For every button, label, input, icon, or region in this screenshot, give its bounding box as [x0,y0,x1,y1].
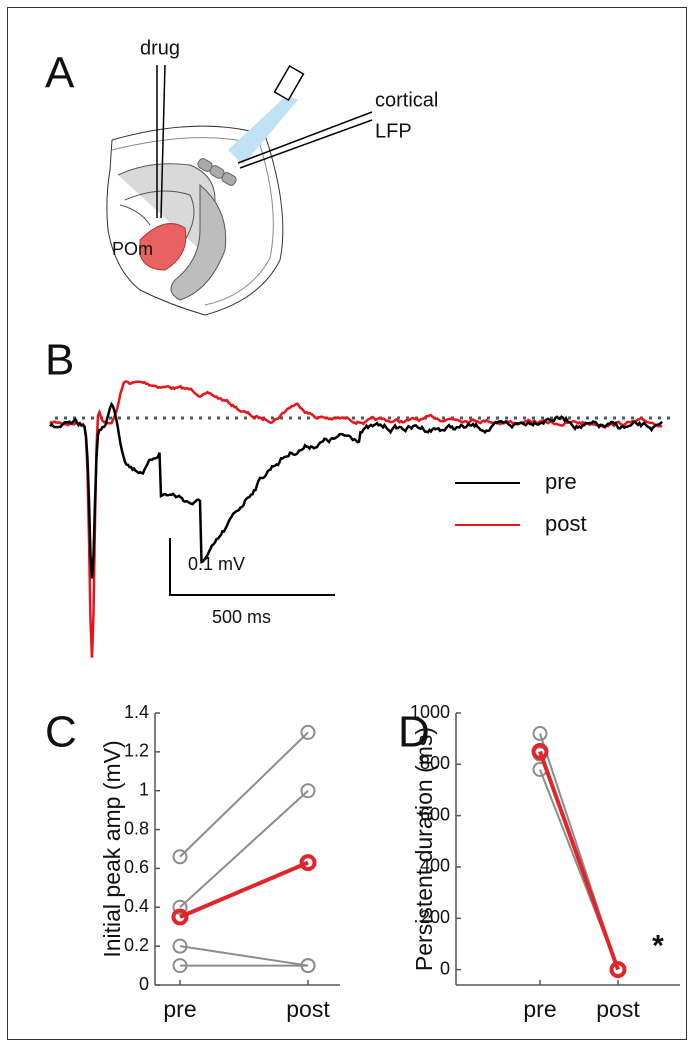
data-point [299,854,317,872]
panel-label: B [45,336,74,385]
y-tick-label: 0.4 [124,896,149,916]
data-point [172,899,188,915]
y-tick-label: 1.2 [124,741,149,761]
data-point [172,958,188,974]
y-tick-label: 400 [420,856,450,876]
scale-label: 500 ms [212,607,271,627]
series-line [538,750,620,971]
x-tick-label: pre [523,996,556,1022]
diagram-label: cortical [375,89,438,111]
panel-label: A [45,49,75,98]
y-tick-label: 0.6 [124,857,149,877]
data-point [531,742,549,760]
data-point [172,938,188,954]
panel-label: C [45,708,77,757]
trace [49,380,663,658]
y-tick-label: 600 [420,804,450,824]
y-tick-label: 1 [139,779,149,799]
series-line [179,860,309,919]
y-tick-label: 0.8 [124,818,149,838]
data-point [171,908,189,926]
data-point [609,961,627,979]
diagram-label: POm [112,239,153,259]
data-point [300,958,316,974]
y-tick-label: 0 [440,958,450,978]
data-point [300,783,316,799]
annotation: * [652,930,664,963]
x-tick-label: pre [163,996,196,1022]
panel-label: D [398,708,430,757]
data-point [300,724,316,740]
series-line [179,789,309,909]
scale-label: 0.1 mV [188,554,245,574]
legend-label: pre [545,469,577,494]
x-tick-label: post [286,996,330,1022]
scale-bar [169,538,335,596]
y-tick-label: 0.2 [124,935,149,955]
legend-label: post [545,511,587,536]
brain-diagram [106,64,373,316]
y-axis-label: Persistent duration (ms) [411,727,437,971]
frame [7,7,687,1040]
y-tick-label: 1000 [410,702,450,722]
x-tick-label: post [596,996,640,1022]
series-line [179,945,309,967]
y-tick-label: 0 [139,974,149,994]
diagram-label: LFP [375,120,412,142]
series-line [179,731,309,858]
y-tick-label: 800 [420,753,450,773]
data-point [172,849,188,865]
y-tick-label: 200 [420,907,450,927]
trace [49,401,663,579]
data-point [532,726,548,742]
diagram-label: drug [140,37,180,59]
y-tick-label: 1.4 [124,702,149,722]
y-axis-label: Initial peak amp (mV) [99,740,125,957]
traces [49,380,663,658]
